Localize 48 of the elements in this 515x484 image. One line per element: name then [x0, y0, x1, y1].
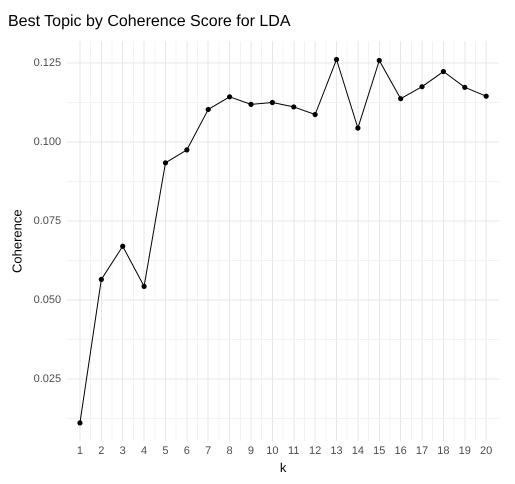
point [355, 125, 360, 131]
point [312, 112, 318, 118]
x-tick-label: 14 [352, 444, 364, 457]
point [419, 84, 425, 90]
x-tick-label: 5 [162, 444, 169, 457]
x-tick-label: 20 [480, 444, 492, 457]
x-tick-label: 4 [141, 444, 148, 457]
x-tick-label: 19 [458, 444, 471, 457]
x-tick-label: 12 [309, 444, 322, 457]
x-tick-label: 1 [76, 444, 84, 457]
chart-title: Best Topic by Coherence Score for LDA [8, 13, 291, 30]
point [398, 96, 404, 102]
point [98, 276, 104, 282]
point [376, 58, 382, 64]
x-axis-title: k [280, 460, 287, 475]
x-tick-label: 2 [98, 444, 104, 457]
x-tick-label: 7 [205, 444, 212, 457]
point [120, 244, 126, 249]
point [440, 68, 446, 74]
y-tick-label: 0.125 [34, 57, 62, 70]
point [162, 160, 168, 166]
x-tick-label: 11 [288, 444, 300, 457]
y-tick-label: 0.100 [34, 136, 62, 148]
y-tick-label: 0.075 [34, 215, 62, 228]
point [141, 284, 147, 289]
x-tick-label: 9 [248, 444, 254, 457]
point [248, 102, 254, 107]
point [206, 106, 211, 112]
point [334, 56, 340, 62]
x-tick-label: 16 [394, 444, 407, 457]
y-axis-title: Coherence [9, 209, 24, 274]
x-tick-label: 10 [266, 444, 278, 457]
point [184, 147, 190, 152]
y-tick-label: 0.050 [34, 294, 62, 306]
point [484, 94, 489, 99]
x-tick-label: 6 [184, 444, 190, 457]
y-tick-label: 0.025 [34, 372, 62, 385]
x-tick-label: 18 [437, 444, 450, 457]
point [227, 94, 232, 100]
x-tick-label: 3 [120, 444, 126, 457]
x-tick-label: 8 [226, 444, 233, 457]
x-tick-label: 15 [373, 444, 386, 457]
point [77, 420, 83, 426]
x-tick-label: 17 [416, 444, 428, 457]
point [291, 104, 296, 110]
point [462, 84, 468, 90]
point [270, 100, 275, 106]
x-tick-label: 13 [330, 444, 343, 457]
